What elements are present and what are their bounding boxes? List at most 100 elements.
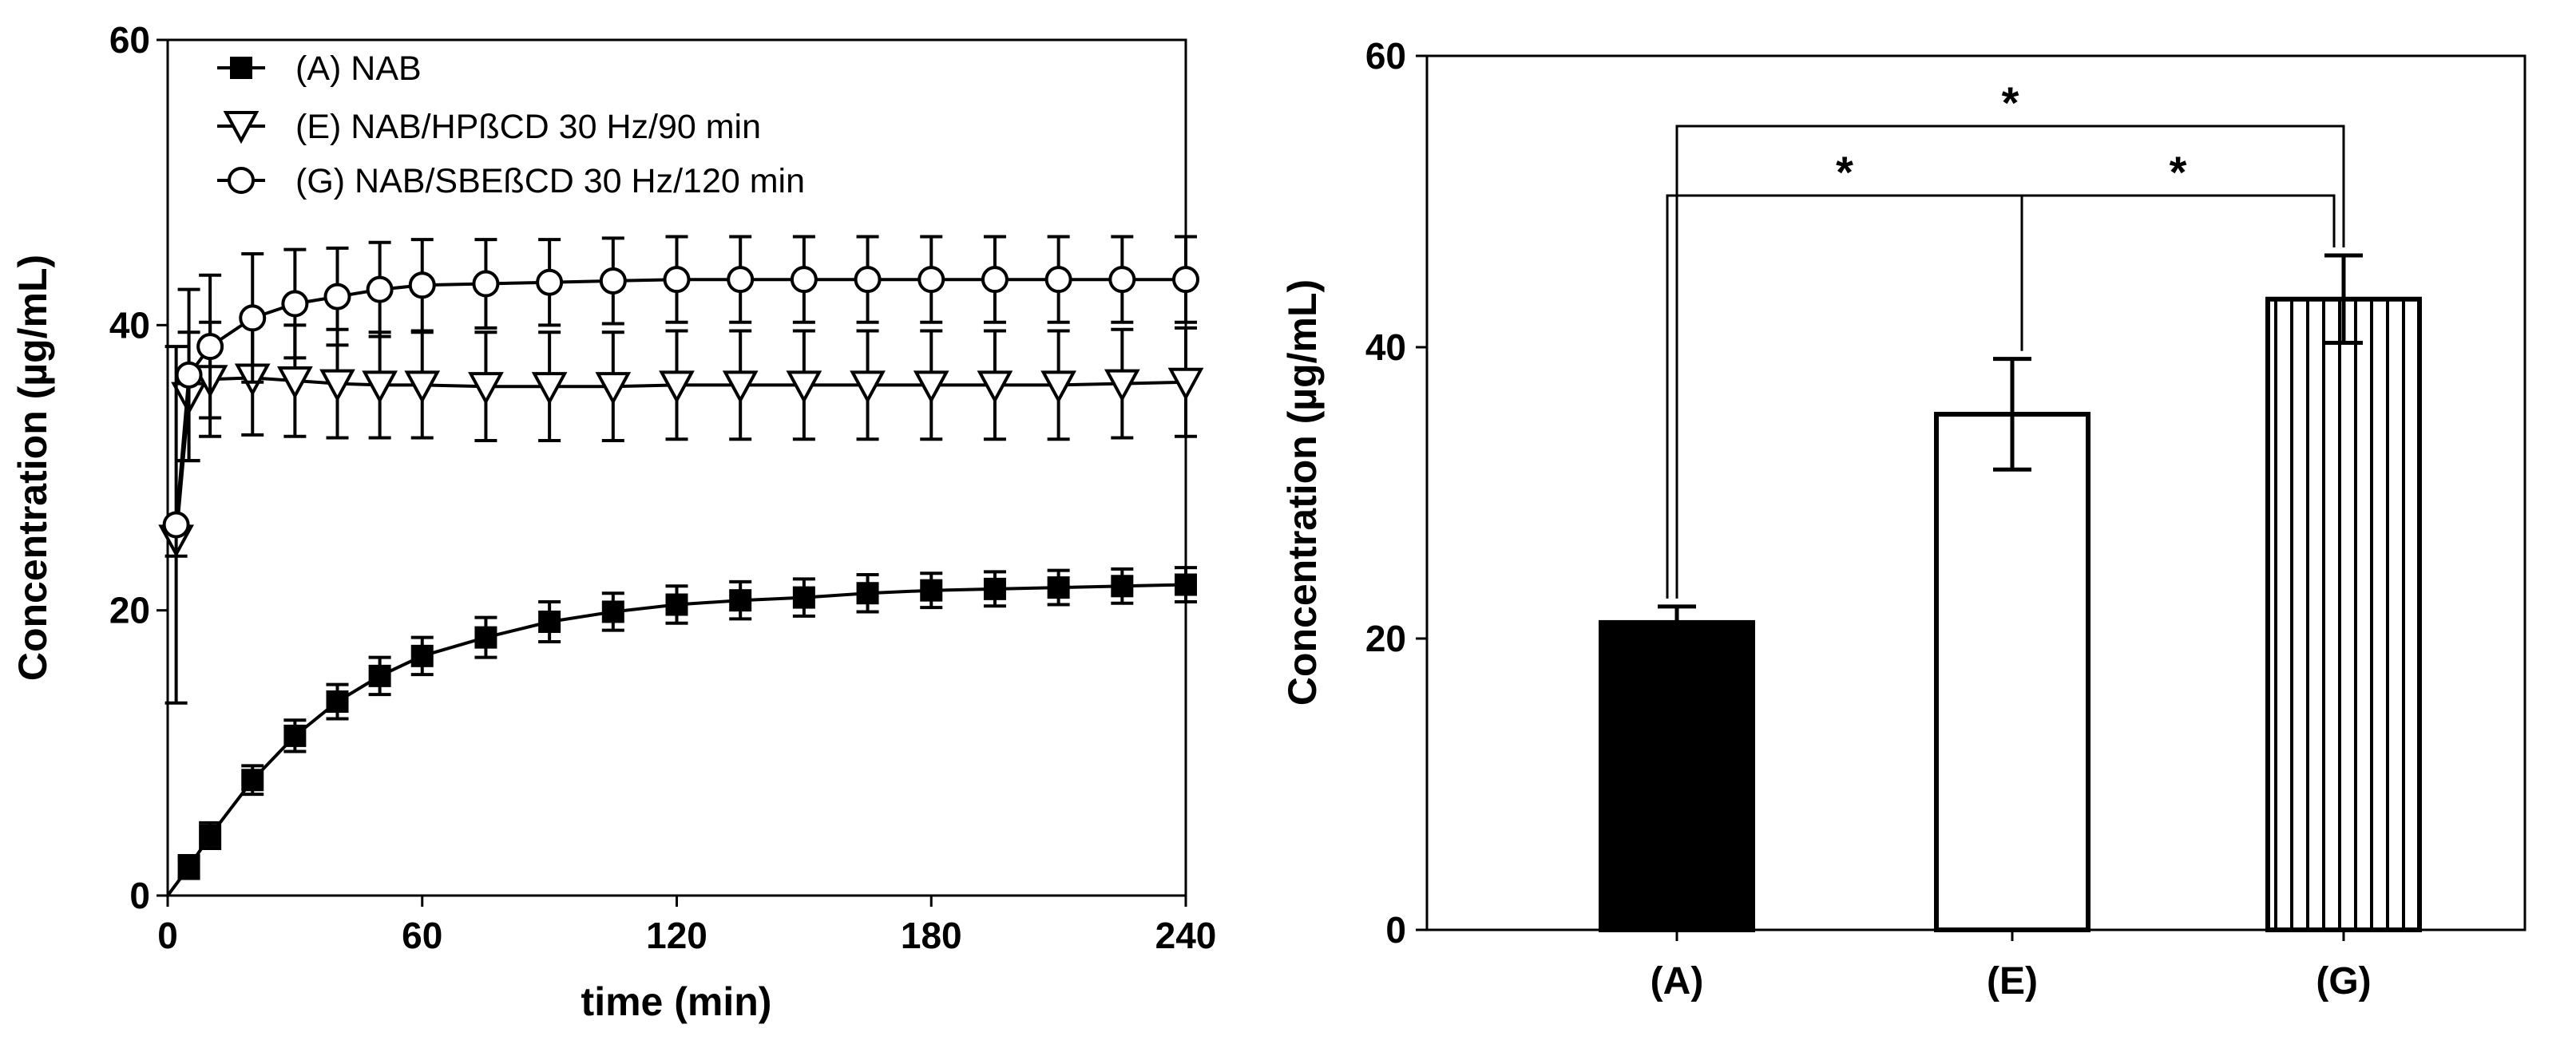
- data-point-circle: [854, 266, 882, 294]
- y-tick-label: 0: [1385, 909, 1406, 951]
- data-point-square: [199, 824, 222, 847]
- data-point-square: [665, 593, 688, 616]
- data-point-square: [729, 589, 752, 612]
- bar-0: [1599, 619, 1755, 932]
- bar-2: [2265, 296, 2422, 932]
- legend-item-a: (A) NAB: [217, 49, 422, 88]
- data-point-triangle: [1104, 369, 1140, 402]
- bar-chart-y-ticks: 0 20 40 60: [1365, 35, 1427, 951]
- data-point-square: [920, 579, 943, 602]
- data-point-triangle: [362, 370, 398, 404]
- data-point-circle: [472, 270, 500, 298]
- significance-star: *: [2170, 147, 2187, 197]
- data-point-triangle: [595, 372, 632, 405]
- data-point-square: [241, 769, 264, 792]
- data-point-triangle: [786, 370, 822, 404]
- data-point-square: [856, 582, 879, 605]
- data-point-square: [326, 690, 349, 714]
- bar-chart-bars: [1599, 253, 2422, 932]
- data-point-triangle: [913, 370, 949, 404]
- data-point-circle: [1108, 266, 1136, 294]
- line-chart-legend: (A) NAB (E) NAB/HPßCD 30 Hz/90 min (G) N…: [217, 49, 805, 200]
- data-point-circle: [366, 275, 394, 303]
- legend-marker-filled-square: [230, 57, 252, 79]
- y-tick-label: 20: [109, 590, 150, 631]
- data-point-circle: [536, 268, 564, 296]
- significance-star: *: [2002, 77, 2019, 128]
- data-point-triangle: [659, 370, 695, 404]
- y-tick-label: 60: [1365, 35, 1406, 77]
- series-line: [174, 278, 1186, 525]
- data-point-circle: [1172, 266, 1199, 294]
- series-line: [166, 583, 1187, 897]
- x-tick-label: 0: [157, 915, 178, 956]
- data-point-square: [410, 644, 434, 667]
- data-point-triangle: [722, 370, 759, 404]
- x-tick-label: 180: [901, 915, 962, 956]
- data-point-square: [538, 610, 561, 633]
- data-point-circle: [175, 361, 203, 389]
- data-point-triangle: [404, 370, 441, 404]
- x-tick-label: 60: [402, 915, 442, 956]
- line-chart: 0 20 40 60 0 60 120 180 240 time (min) Concentr…: [10, 19, 1216, 1024]
- data-point-circle: [196, 333, 224, 361]
- data-point-triangle: [468, 372, 504, 405]
- line-chart-y-ticks: 0 20 40 60: [109, 19, 168, 916]
- x-tick-label: 240: [1155, 915, 1217, 956]
- data-point-square: [177, 856, 200, 879]
- data-point-circle: [239, 304, 267, 332]
- data-point-circle: [790, 266, 818, 294]
- legend-marker-open-circle: [228, 167, 255, 194]
- data-point-triangle: [850, 370, 886, 404]
- data-point-circle: [323, 283, 351, 310]
- series-line: [174, 376, 1187, 540]
- data-point-triangle: [531, 372, 568, 405]
- data-point-triangle: [277, 366, 313, 400]
- data-point-square: [601, 600, 624, 623]
- bar-chart-category-labels: (A) (E) (G): [1651, 930, 2372, 1003]
- series-filled-square: [166, 566, 1197, 897]
- category-label: (A): [1651, 960, 1704, 1003]
- bar-1: [1934, 411, 2091, 932]
- data-point-square: [983, 577, 1006, 600]
- legend-item-e: (E) NAB/HPßCD 30 Hz/90 min: [217, 108, 761, 146]
- data-point-triangle: [319, 369, 355, 402]
- data-point-square: [474, 626, 497, 649]
- data-point-circle: [599, 267, 627, 295]
- category-label: (G): [2316, 960, 2371, 1003]
- data-point-circle: [408, 271, 436, 299]
- data-point-circle: [1044, 266, 1072, 294]
- y-tick-label: 0: [129, 875, 150, 916]
- significance-bracket: [1675, 125, 2345, 599]
- data-point-triangle: [1040, 370, 1076, 404]
- data-point-square: [1111, 575, 1134, 598]
- data-point-circle: [727, 266, 755, 294]
- bar-chart-y-axis-label: Concentration (µg/mL): [1280, 279, 1325, 706]
- category-label: (E): [1987, 960, 2038, 1003]
- line-chart-y-axis-label: Concentration (µg/mL): [10, 255, 55, 681]
- legend-label-e: (E) NAB/HPßCD 30 Hz/90 min: [295, 108, 761, 146]
- series-open-triangle-down: [158, 318, 1204, 558]
- significance-bracket: [2020, 194, 2336, 351]
- data-point-circle: [162, 511, 190, 539]
- y-tick-label: 40: [1365, 326, 1406, 368]
- data-point-square: [1047, 576, 1070, 599]
- data-point-circle: [663, 266, 691, 294]
- data-point-circle: [917, 266, 945, 294]
- data-point-triangle: [1167, 367, 1204, 401]
- legend-label-a: (A) NAB: [295, 49, 422, 88]
- line-chart-x-axis-label: time (min): [581, 979, 772, 1024]
- data-point-circle: [981, 266, 1009, 294]
- data-point-square: [283, 724, 307, 747]
- line-chart-series: [158, 235, 1204, 897]
- data-point-square: [792, 586, 815, 609]
- bar-chart: 0 20 40 60 (A) (E) (G) * * * Concentration (µg/…: [1280, 35, 2526, 1003]
- y-tick-label: 40: [109, 304, 150, 346]
- data-point-square: [368, 664, 391, 687]
- data-point-circle: [281, 290, 309, 318]
- x-tick-label: 120: [646, 915, 707, 956]
- legend-label-g: (G) NAB/SBEßCD 30 Hz/120 min: [295, 162, 805, 200]
- line-chart-x-ticks: 0 60 120 180 240: [157, 896, 1216, 956]
- y-tick-label: 60: [109, 19, 150, 61]
